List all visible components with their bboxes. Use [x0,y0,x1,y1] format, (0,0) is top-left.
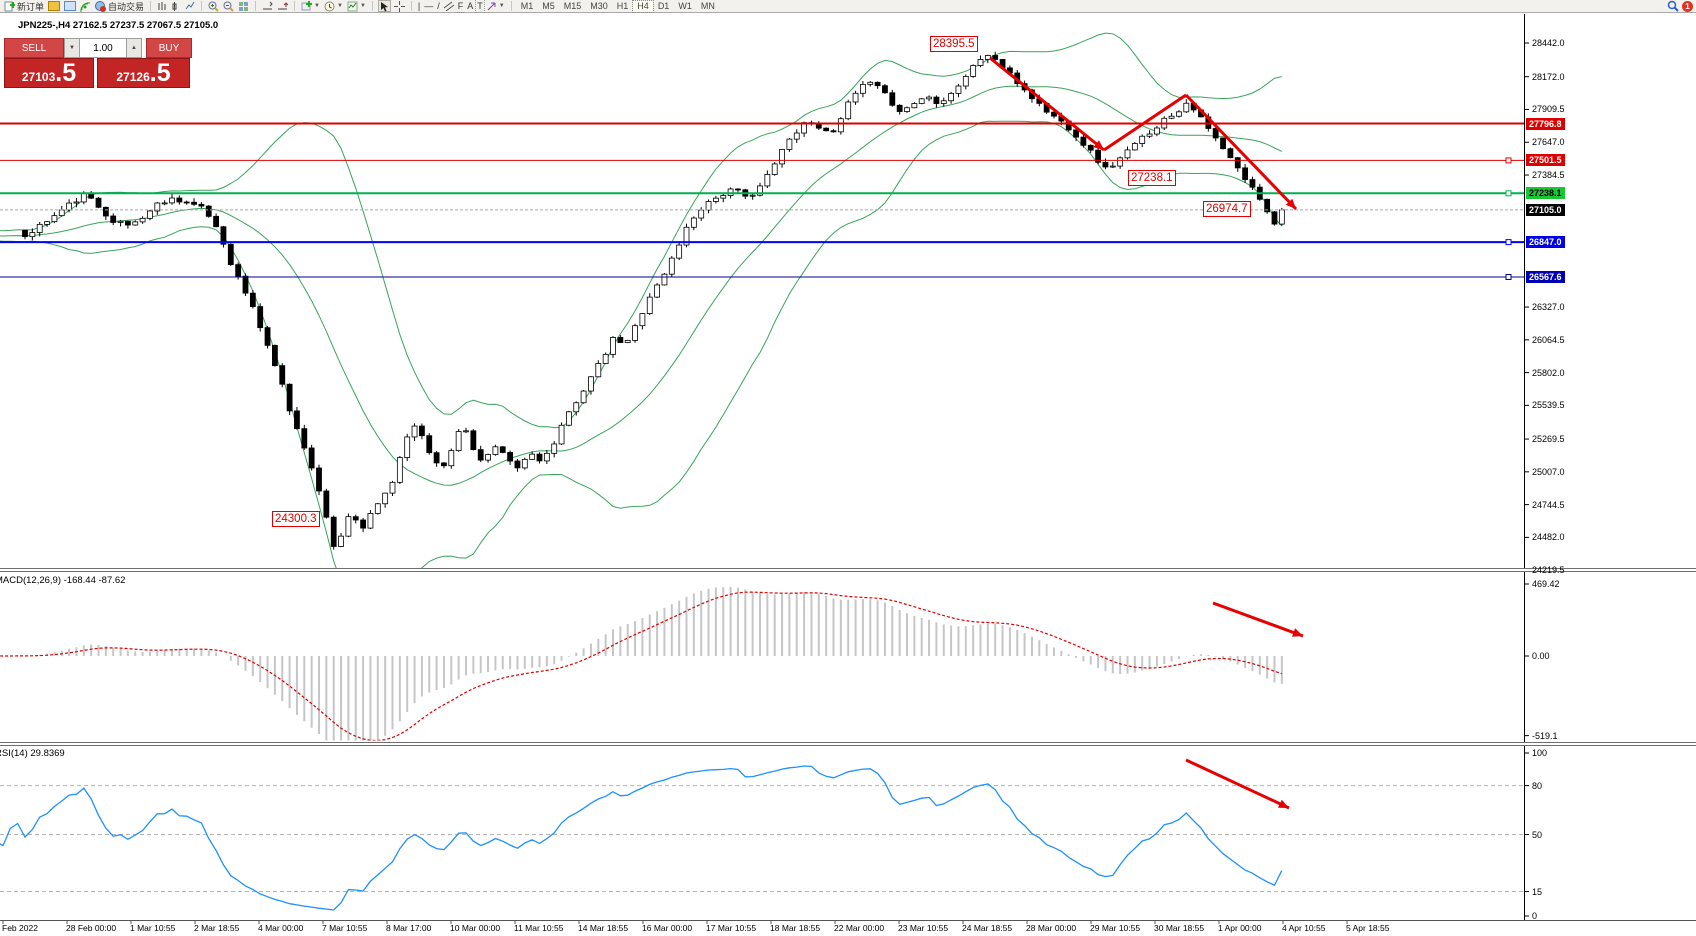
fibonacci-tool-button[interactable]: F [456,0,465,13]
templates-button[interactable]: ▼ [346,0,367,12]
time-scale-border [0,920,1696,921]
chevron-down-icon: ▼ [336,3,343,9]
zoom-in-button[interactable] [207,0,220,12]
chevron-down-icon: ▼ [314,3,320,9]
indicators-button[interactable]: ▼ [300,0,321,12]
auto-scroll-button[interactable] [276,0,289,12]
tile-windows-button[interactable] [237,0,250,12]
buy-button[interactable]: BUY [146,38,192,58]
signal-icon [80,1,91,12]
search-button[interactable] [1666,0,1680,12]
buy-price-small: 27126 [116,70,150,84]
label-tool-button[interactable]: T [475,0,485,13]
notification-badge[interactable]: 1 [1682,0,1693,12]
sell-button[interactable]: SELL [4,38,64,58]
channel-icon [443,1,454,11]
market-watch-button[interactable] [63,0,77,12]
indicators-plus-icon [301,0,313,10]
pane-separator[interactable] [0,742,1696,746]
auto-trading-button[interactable]: 自动交易 [94,0,145,12]
sell-price-small: 27103 [21,70,56,84]
template-icon [347,1,358,11]
pane-separator[interactable] [0,568,1696,572]
timeframe-button-MN[interactable]: MN [700,1,715,11]
volume-input[interactable] [80,38,126,58]
chevron-down-icon: ▼ [359,3,366,9]
candles-icon [172,2,177,11]
zoom-out-icon [223,1,234,12]
signals-button[interactable] [79,0,92,12]
sell-price-display[interactable]: 27103.5 [4,58,94,88]
timeframe-button-D1[interactable]: D1 [657,1,670,11]
sell-price-big: .5 [55,59,77,87]
buy-price-display[interactable]: 27126.5 [97,58,190,88]
line-chart-mode-button[interactable] [184,0,196,12]
zoom-out-button[interactable] [222,0,235,12]
candle-chart-mode-button[interactable] [170,0,182,12]
arrow-object-icon [487,2,496,11]
chevron-down-icon: ▼ [498,3,505,9]
crosshair-tool-button[interactable] [393,0,406,12]
annotation-box-24300.3[interactable]: 24300.3 [272,511,320,527]
arrows-tool-button[interactable]: ▼ [486,0,506,12]
zoom-in-icon [208,1,219,12]
timeframe-button-H1[interactable]: H1 [616,1,629,11]
bar-chart-mode-button[interactable] [156,0,168,12]
bars-icon [158,2,166,10]
new-order-icon [4,1,15,11]
annotation-box-27238.1[interactable]: 27238.1 [1128,170,1176,186]
text-tool-button[interactable]: A [467,1,474,11]
tile-windows-icon [239,1,249,11]
chart-shift-icon [263,1,273,10]
periods-button[interactable]: ▼ [323,0,344,12]
cursor-tool-button[interactable] [377,0,391,12]
timeframe-button-M1[interactable]: M1 [520,1,534,11]
vline-tool-button[interactable]: | [417,1,421,11]
timeframe-button-H4[interactable]: H4 [632,0,654,13]
buy-price-big: .5 [149,59,171,87]
window-icon [64,1,77,11]
timeframe-group: M1 M5 M15 M30 H1 H4 D1 W1 MN [517,0,719,13]
chart-shift-button[interactable] [261,0,274,12]
volume-increase-button[interactable]: ▲ [126,38,142,58]
annotation-box-26974.7[interactable]: 26974.7 [1203,201,1251,217]
auto-scroll-icon [278,2,289,10]
history-center-button[interactable] [47,0,61,12]
new-order-button[interactable]: 新订单 [3,0,45,12]
trendline-tool-button[interactable]: / [437,1,440,11]
line-icon [185,1,195,10]
channel-tool-button[interactable] [443,0,455,12]
timeframe-button-M30[interactable]: M30 [590,1,608,11]
timeframe-button-M5[interactable]: M5 [542,1,555,11]
book-icon [48,1,61,11]
search-icon [1667,0,1679,12]
annotation-box-28395.5[interactable]: 28395.5 [930,36,978,52]
volume-decrease-button[interactable]: ▼ [64,38,80,58]
cursor-icon [380,1,388,11]
timeframe-button-W1[interactable]: W1 [678,1,692,11]
main-toolbar: 新订单 自动交易 ▼ ▼ ▼ | — / F A T ▼ M1 M5 M15 M30 H… [0,0,1696,13]
globe-icon [95,0,107,12]
crosshair-icon [393,0,405,12]
clock-icon [324,1,335,11]
one-click-trading-panel: SELL ▼ ▲ BUY 27103.5 27126.5 [4,38,194,88]
hline-tool-button[interactable]: — [424,1,434,11]
timeframe-button-M15[interactable]: M15 [563,1,582,11]
